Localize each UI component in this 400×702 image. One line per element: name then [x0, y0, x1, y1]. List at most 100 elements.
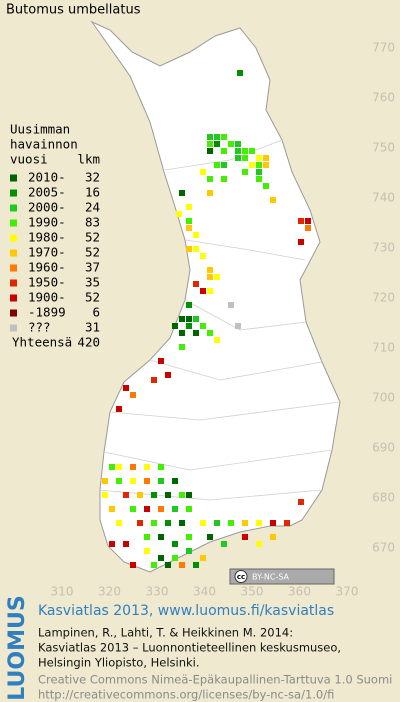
occurrence-square [305, 225, 311, 231]
occurrence-square [207, 176, 213, 182]
badge-circle [234, 570, 248, 583]
occurrence-square [165, 520, 171, 526]
occurrence-square [109, 541, 115, 547]
legend-heading: Uusimman [10, 122, 70, 137]
legend-swatch [10, 174, 17, 182]
legend-swatch [10, 219, 17, 227]
finland-outline [90, 20, 341, 573]
occurrence-square [165, 492, 171, 498]
legend-count: 6 [92, 305, 100, 320]
occurrence-square [172, 541, 178, 547]
occurrence-square [151, 520, 157, 526]
legend-count-heading: lkm [77, 152, 100, 167]
legend-label: 1950- [28, 275, 66, 290]
occurrence-square [193, 246, 199, 252]
x-coordinate-label: 360 [288, 585, 311, 599]
y-coordinate-label: 720 [372, 291, 395, 305]
y-coordinate-label: 690 [372, 441, 395, 455]
occurrence-square [172, 506, 178, 512]
occurrence-square [186, 492, 192, 498]
occurrence-square [144, 506, 150, 512]
occurrence-square [221, 134, 227, 140]
x-coordinate-label: 320 [98, 585, 121, 599]
occurrence-square [102, 478, 108, 484]
legend-label: 2010- [28, 170, 66, 185]
legend-swatch [10, 264, 17, 272]
occurrence-square [165, 372, 171, 378]
badge-box [229, 568, 335, 585]
occurrence-square [284, 520, 290, 526]
occurrence-square [186, 323, 192, 329]
occurrence-square [249, 162, 255, 168]
occurrence-square [144, 534, 150, 540]
occurrence-square [298, 239, 304, 245]
occurrence-square [158, 534, 164, 540]
occurrence-square [207, 274, 213, 280]
occurrence-square [256, 155, 262, 161]
legend-total-label: Yhteensä [12, 335, 72, 350]
occurrence-square [186, 204, 192, 210]
occurrence-square [207, 190, 213, 196]
occurrence-square [228, 141, 234, 147]
occurrence-square [144, 478, 150, 484]
occurrence-square [200, 323, 206, 329]
legend-total: 420 [77, 335, 100, 350]
occurrence-square [165, 562, 171, 568]
occurrence-square [158, 464, 164, 470]
occurrence-square [207, 267, 213, 273]
license-badge[interactable]: cc BY-NC-SA [229, 568, 335, 585]
x-coordinate-label: 340 [193, 585, 216, 599]
occurrence-square [214, 134, 220, 140]
occurrence-square [116, 520, 122, 526]
occurrence-square [151, 562, 157, 568]
legend-count: 24 [85, 200, 100, 215]
occurrence-square [242, 155, 248, 161]
occurrence-square [298, 499, 304, 505]
occurrence-square [172, 478, 178, 484]
legend-swatch [10, 189, 17, 197]
occurrence-square [123, 492, 129, 498]
occurrence-square [179, 492, 185, 498]
occurrence-square [214, 337, 220, 343]
legend-swatch [10, 234, 17, 242]
occurrence-square [256, 176, 262, 182]
occurrence-square [305, 218, 311, 224]
legend-label: -1899 [28, 305, 66, 320]
occurrence-square [214, 162, 220, 168]
occurrence-square [144, 464, 150, 470]
legend-swatch [10, 309, 17, 317]
occurrence-square [270, 534, 276, 540]
occurrence-square [158, 506, 164, 512]
occurrence-square [144, 548, 150, 554]
legend-label: 1960- [28, 260, 66, 275]
occurrence-square [186, 534, 192, 540]
map-title: Butomus umbellatus [6, 3, 141, 18]
occurrence-square [200, 169, 206, 175]
occurrence-square [193, 330, 199, 336]
x-coordinate-label: 350 [241, 585, 264, 599]
legend-label: 2000- [28, 200, 66, 215]
occurrence-square [221, 162, 227, 168]
occurrence-square [130, 506, 136, 512]
occurrence-square [158, 555, 164, 561]
occurrence-square [270, 197, 276, 203]
y-coordinate-label: 670 [372, 541, 395, 555]
occurrence-square [221, 148, 227, 154]
occurrence-square [116, 406, 122, 412]
occurrence-square [263, 162, 269, 168]
license-line: Creative Commons Nimeä-Epäkaupallinen-Ta… [38, 673, 392, 687]
badge-cc: cc [237, 573, 245, 581]
occurrence-square [158, 358, 164, 364]
occurrence-square [158, 478, 164, 484]
legend-label: 1990- [28, 215, 66, 230]
occurrence-square [242, 534, 248, 540]
occurrence-square [193, 281, 199, 287]
citation-line: Lampinen, R., Lahti, T. & Heikkinen M. 2… [38, 626, 293, 640]
x-coordinate-label: 330 [146, 585, 169, 599]
atlas-link[interactable]: Kasviatlas 2013, www.luomus.fi/kasviatla… [38, 603, 334, 619]
occurrence-square [221, 541, 227, 547]
legend-count: 52 [85, 245, 100, 260]
occurrence-square [193, 316, 199, 322]
